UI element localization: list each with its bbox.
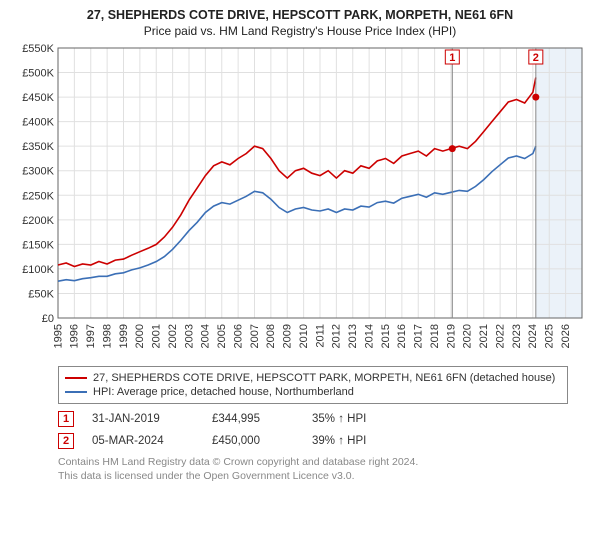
svg-text:2016: 2016	[396, 324, 408, 348]
chart-area: £0 £50K £100K £150K £200K £250K £300K £350K £400…	[10, 42, 590, 360]
legend-entry: HPI: Average price, detached house, Nort…	[65, 385, 561, 399]
svg-text:2020: 2020	[462, 324, 474, 348]
svg-text:2024: 2024	[527, 324, 539, 348]
svg-text:2006: 2006	[232, 324, 244, 348]
title-subtitle: Price paid vs. HM Land Registry's House …	[10, 24, 590, 38]
svg-text:2013: 2013	[347, 324, 359, 348]
legend-entry: 27, SHEPHERDS COTE DRIVE, HEPSCOTT PARK,…	[65, 371, 561, 385]
event-diff: 35% ↑ HPI	[312, 413, 366, 425]
svg-text:2012: 2012	[331, 324, 343, 348]
event-diff: 39% ↑ HPI	[312, 435, 366, 447]
svg-text:2019: 2019	[445, 324, 457, 348]
svg-text:2014: 2014	[363, 324, 375, 348]
svg-text:2023: 2023	[511, 324, 523, 348]
svg-text:£550K: £550K	[22, 43, 54, 55]
event-row: 2 05-MAR-2024£450,00039% ↑ HPI	[58, 430, 568, 452]
svg-text:1995: 1995	[52, 324, 64, 348]
event-price: £450,000	[212, 435, 312, 447]
line-chart: £0 £50K £100K £150K £200K £250K £300K £350K £400…	[10, 42, 590, 360]
svg-text:£200K: £200K	[22, 215, 54, 227]
svg-text:2017: 2017	[413, 324, 425, 348]
svg-text:1996: 1996	[69, 324, 81, 348]
legend-label: HPI: Average price, detached house, Nort…	[93, 386, 354, 398]
footnote-line2: This data is licensed under the Open Gov…	[58, 470, 590, 484]
svg-text:2018: 2018	[429, 324, 441, 348]
legend: 27, SHEPHERDS COTE DRIVE, HEPSCOTT PARK,…	[58, 366, 568, 404]
svg-text:£0: £0	[42, 313, 54, 325]
footnote: Contains HM Land Registry data © Crown c…	[58, 456, 590, 483]
event-marker-box: 2	[58, 433, 74, 449]
svg-text:2009: 2009	[282, 324, 294, 348]
event-date: 31-JAN-2019	[92, 413, 212, 425]
svg-text:1997: 1997	[85, 324, 97, 348]
svg-text:2021: 2021	[478, 324, 490, 348]
svg-text:1999: 1999	[118, 324, 130, 348]
svg-text:£300K: £300K	[22, 166, 54, 178]
svg-text:2004: 2004	[200, 324, 212, 348]
svg-text:£450K: £450K	[22, 92, 54, 104]
event-date: 05-MAR-2024	[92, 435, 212, 447]
event-row: 1 31-JAN-2019£344,99535% ↑ HPI	[58, 408, 568, 430]
svg-text:2007: 2007	[249, 324, 261, 348]
svg-text:2025: 2025	[544, 324, 556, 348]
svg-text:2: 2	[533, 52, 539, 64]
footnote-line1: Contains HM Land Registry data © Crown c…	[58, 456, 590, 470]
legend-swatch	[65, 391, 87, 393]
chart-container: 27, SHEPHERDS COTE DRIVE, HEPSCOTT PARK,…	[0, 0, 600, 489]
event-marker-box: 1	[58, 411, 74, 427]
svg-text:2026: 2026	[560, 324, 572, 348]
svg-text:2003: 2003	[183, 324, 195, 348]
svg-text:2005: 2005	[216, 324, 228, 348]
svg-text:£500K: £500K	[22, 68, 54, 80]
svg-text:2022: 2022	[494, 324, 506, 348]
svg-text:2015: 2015	[380, 324, 392, 348]
svg-text:£250K: £250K	[22, 190, 54, 202]
legend-label: 27, SHEPHERDS COTE DRIVE, HEPSCOTT PARK,…	[93, 372, 555, 384]
svg-text:£350K: £350K	[22, 141, 54, 153]
svg-text:£150K: £150K	[22, 239, 54, 251]
svg-text:2011: 2011	[314, 324, 326, 348]
svg-text:2001: 2001	[151, 324, 163, 348]
legend-swatch	[65, 377, 87, 379]
event-price: £344,995	[212, 413, 312, 425]
svg-text:1998: 1998	[101, 324, 113, 348]
svg-text:2010: 2010	[298, 324, 310, 348]
svg-text:2002: 2002	[167, 324, 179, 348]
title-address: 27, SHEPHERDS COTE DRIVE, HEPSCOTT PARK,…	[10, 8, 590, 22]
svg-text:2008: 2008	[265, 324, 277, 348]
svg-text:£400K: £400K	[22, 117, 54, 129]
svg-text:2000: 2000	[134, 324, 146, 348]
svg-text:£50K: £50K	[28, 288, 54, 300]
svg-text:£100K: £100K	[22, 264, 54, 276]
event-table: 1 31-JAN-2019£344,99535% ↑ HPI 2 05-MAR-202…	[58, 408, 568, 452]
svg-text:1: 1	[449, 52, 455, 64]
